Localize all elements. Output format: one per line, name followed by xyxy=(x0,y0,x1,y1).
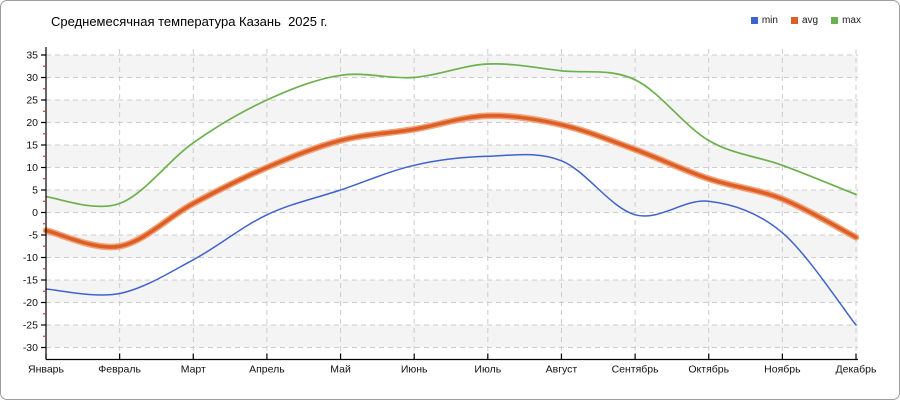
chart-title: Среднемесячная температура Казань 2025 г… xyxy=(51,14,328,29)
y-tick-label: -10 xyxy=(23,252,38,264)
y-tick-label: -20 xyxy=(23,297,38,309)
plot-band xyxy=(46,325,858,348)
y-tick-label: -5 xyxy=(29,230,38,242)
plot-band xyxy=(46,100,858,123)
x-tick-label: Август xyxy=(546,364,578,376)
x-tick-label: Октябрь xyxy=(688,364,729,376)
x-tick-label: Сентябрь xyxy=(612,364,660,376)
legend-label: avg xyxy=(801,15,819,26)
series-line-avg xyxy=(44,113,858,249)
plot-band xyxy=(46,55,858,78)
y-tick-label: 35 xyxy=(26,50,38,62)
y-tick-label: 25 xyxy=(26,95,38,107)
x-tick-label: Июнь xyxy=(401,364,428,376)
x-tick-label: Июль xyxy=(474,364,501,376)
series-line-min xyxy=(45,153,857,326)
legend-swatch-avg xyxy=(790,17,798,24)
x-tick-label: Январь xyxy=(28,364,65,376)
series-line-max xyxy=(45,63,857,208)
legend-swatch-min xyxy=(750,17,758,24)
x-tick-label: Апрель xyxy=(249,364,285,376)
y-tick-label: -30 xyxy=(23,342,38,354)
y-tick-label: 15 xyxy=(26,140,38,152)
y-tick-label: 0 xyxy=(32,207,38,219)
legend-item-avg[interactable]: avg xyxy=(790,15,819,26)
y-tick-label: 20 xyxy=(26,117,38,129)
x-tick-label: Декабрь xyxy=(836,364,877,376)
legend-item-max[interactable]: max xyxy=(831,15,861,26)
legend: min avg max xyxy=(750,15,861,26)
x-tick-label: Май xyxy=(330,364,351,376)
series-line-halo-avg xyxy=(42,112,860,251)
y-tick-label: 30 xyxy=(26,72,38,84)
plot-band xyxy=(46,145,858,168)
y-tick-label: 10 xyxy=(26,162,38,174)
legend-label: min xyxy=(761,15,778,26)
y-tick-label: -25 xyxy=(23,320,38,332)
x-tick-label: Март xyxy=(181,364,206,376)
plot-band xyxy=(46,235,858,258)
legend-label: max xyxy=(842,15,861,26)
x-tick-label: Ноябрь xyxy=(764,364,801,376)
legend-item-min[interactable]: min xyxy=(750,15,778,26)
plot-band xyxy=(46,190,858,213)
y-tick-label: 5 xyxy=(32,185,38,197)
plot-band xyxy=(46,280,858,303)
legend-swatch-max xyxy=(831,17,839,24)
x-tick-label: Февраль xyxy=(98,364,141,376)
y-tick-label: -15 xyxy=(23,275,38,287)
